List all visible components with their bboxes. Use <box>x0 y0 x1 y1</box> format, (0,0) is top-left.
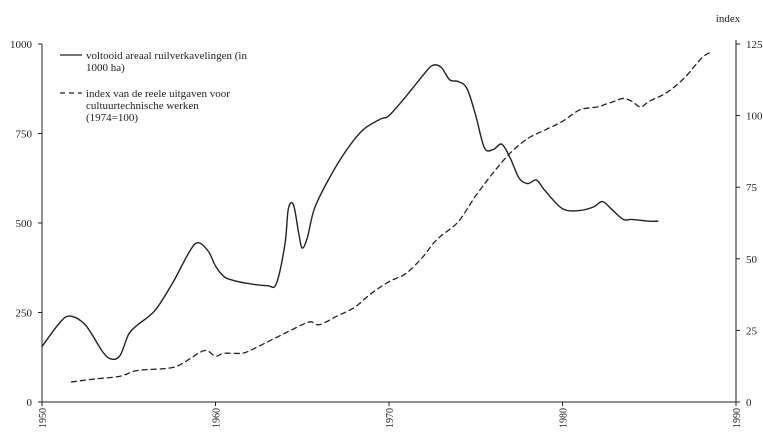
series-lines <box>41 51 711 383</box>
x-tick-label: 1990 <box>732 408 743 428</box>
legend-label: voltooid areaal ruilverkavelingen (in <box>86 50 247 62</box>
right-axis-title: index <box>716 13 741 25</box>
right-y-tick-label: 0 <box>746 397 752 409</box>
legend: voltooid areaal ruilverkavelingen (in100… <box>60 50 247 124</box>
left-y-tick-label: 250 <box>16 308 33 320</box>
x-tick-label: 1950 <box>38 408 49 428</box>
left-y-tick-label: 500 <box>16 218 33 230</box>
right-y-tick-label: 75 <box>746 182 758 194</box>
legend-label: 1000 ha) <box>86 62 125 74</box>
x-tick-label: 1970 <box>385 408 396 428</box>
left-y-tick-label: 1000 <box>10 39 33 51</box>
x-tick-label: 1960 <box>212 408 223 428</box>
legend-label: index van de reele uitgaven voor <box>86 88 230 100</box>
right-y-tick-label: 25 <box>746 325 758 337</box>
left-y-tick-label: 750 <box>16 129 33 141</box>
legend-label: (1974=100) <box>86 112 138 124</box>
index-expenditure-series-line <box>70 51 711 383</box>
x-tick-labels: 1950 1960 1970 1980 1990 <box>38 402 743 428</box>
left-y-tick-labels: 0 250 500 750 1000 <box>10 39 42 409</box>
right-y-tick-labels: 0 25 50 75 100 125 <box>736 39 763 409</box>
right-y-tick-label: 50 <box>746 254 758 266</box>
left-y-tick-label: 0 <box>27 397 33 409</box>
right-y-tick-label: 100 <box>746 111 763 123</box>
consolidated-area-series-line <box>41 64 659 361</box>
x-tick-label: 1980 <box>559 408 570 428</box>
legend-label: cultuurtechnische werken <box>86 100 199 112</box>
right-y-tick-label: 125 <box>746 39 763 51</box>
